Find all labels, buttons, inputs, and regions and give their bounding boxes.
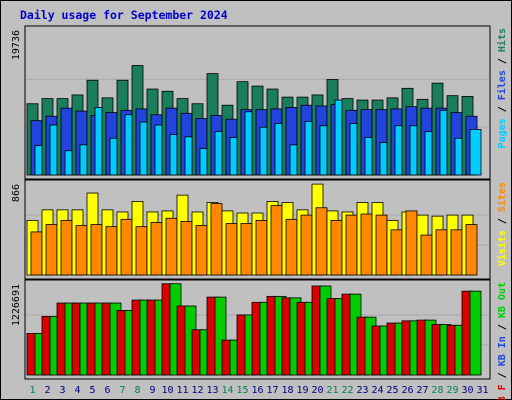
bar-sites-day-19 <box>300 214 313 276</box>
legend-part-1: / <box>497 366 508 384</box>
bar-kb-out-day-30 <box>469 290 482 376</box>
panel-legend: Visits / Sites <box>496 182 508 266</box>
x-tick-label-day-21: 21 <box>326 385 338 396</box>
x-tick-label-day-13: 13 <box>206 385 218 396</box>
legend-part-3: / <box>497 52 508 70</box>
bar-sites-day-28 <box>435 229 448 276</box>
bar-sites-day-10 <box>165 217 178 276</box>
bar-sites-day-6 <box>105 226 118 276</box>
x-tick-label-day-4: 4 <box>74 385 80 396</box>
bar-sites-day-13 <box>210 203 223 276</box>
bar-sites-day-8 <box>135 226 148 276</box>
x-tick-label-day-8: 8 <box>134 385 140 396</box>
panel-legend: Pages / Files / Hits <box>496 28 508 148</box>
x-tick-label-day-30: 30 <box>461 385 473 396</box>
bar-sites-day-16 <box>255 219 268 276</box>
x-tick-label-day-16: 16 <box>251 385 263 396</box>
bar-sites-day-26 <box>405 210 418 276</box>
bar-sites-day-25 <box>390 229 403 276</box>
bar-sites-day-18 <box>285 218 298 276</box>
y-max-label: 19736 <box>11 30 22 60</box>
bar-sites-day-3 <box>60 219 73 276</box>
x-tick-label-day-11: 11 <box>176 385 188 396</box>
legend-part-3: / <box>497 318 508 336</box>
x-tick-label-day-3: 3 <box>59 385 65 396</box>
legend-part-0: Pages <box>497 118 508 148</box>
x-tick-label-day-26: 26 <box>401 385 413 396</box>
bar-sites-day-12 <box>195 225 208 276</box>
x-tick-label-day-7: 7 <box>119 385 125 396</box>
x-tick-label-day-1: 1 <box>29 385 35 396</box>
bar-sites-day-1 <box>30 231 43 276</box>
bar-pages-day-30 <box>469 129 482 176</box>
x-tick-label-day-2: 2 <box>44 385 50 396</box>
bar-sites-day-4 <box>75 225 88 276</box>
y-max-label: 1226691 <box>11 284 22 326</box>
bar-sites-day-9 <box>150 222 163 276</box>
x-tick-label-day-19: 19 <box>296 385 308 396</box>
bar-sites-day-5 <box>90 224 103 276</box>
x-tick-label-day-28: 28 <box>431 385 443 396</box>
bar-sites-day-11 <box>180 221 193 276</box>
bar-sites-day-27 <box>420 234 433 276</box>
y-max-label: 866 <box>11 184 22 202</box>
legend-part-1: / <box>497 212 508 230</box>
bar-sites-day-21 <box>330 219 343 276</box>
x-tick-label-day-15: 15 <box>236 385 248 396</box>
x-tick-label-day-27: 27 <box>416 385 428 396</box>
x-tick-label-day-31: 31 <box>476 385 488 396</box>
x-tick-label-day-18: 18 <box>281 385 293 396</box>
x-tick-label-day-25: 25 <box>386 385 398 396</box>
x-tick-label-day-5: 5 <box>89 385 95 396</box>
legend-part-2: Sites <box>496 182 508 212</box>
bar-kb-out-day-13 <box>214 296 227 376</box>
bar-sites-day-2 <box>45 224 58 276</box>
x-tick-label-day-29: 29 <box>446 385 458 396</box>
x-tick-label-day-20: 20 <box>311 385 323 396</box>
x-tick-label-day-24: 24 <box>371 385 383 396</box>
legend-part-2: KB In <box>497 336 508 366</box>
bar-sites-day-17 <box>270 205 283 276</box>
legend-part-4: KB Out <box>497 282 508 318</box>
x-tick-label-day-23: 23 <box>356 385 368 396</box>
bar-sites-day-23 <box>360 213 373 276</box>
chart-title: Daily usage for September 2024 <box>20 8 228 22</box>
legend-part-1: / <box>497 100 508 118</box>
bar-sites-day-14 <box>225 223 238 276</box>
legend-part-0: KB F <box>497 384 508 400</box>
bar-sites-day-7 <box>120 218 133 276</box>
legend-part-2: Files <box>496 70 508 100</box>
panel-legend: KB F / KB In / KB Out <box>497 282 508 400</box>
bar-sites-day-29 <box>450 229 463 276</box>
bar-sites-day-24 <box>375 214 388 276</box>
x-tick-label-day-22: 22 <box>341 385 353 396</box>
legend-part-4: Hits <box>496 28 508 52</box>
bar-sites-day-30 <box>465 224 478 276</box>
panel-visits-sites: 866 Visits / Sites <box>11 179 508 280</box>
bar-sites-day-20 <box>315 207 328 276</box>
legend-part-0: Visits <box>496 230 508 266</box>
x-tick-label-day-12: 12 <box>191 385 203 396</box>
panel-hits-files-pages: 19736 Pages / Files / Hits <box>11 25 508 180</box>
x-tick-label-day-10: 10 <box>161 385 173 396</box>
x-tick-label-day-6: 6 <box>104 385 110 396</box>
x-tick-label-day-17: 17 <box>266 385 278 396</box>
bar-sites-day-22 <box>345 214 358 276</box>
x-tick-label-day-14: 14 <box>221 385 233 396</box>
x-tick-label-day-9: 9 <box>149 385 155 396</box>
bar-sites-day-15 <box>240 223 253 276</box>
